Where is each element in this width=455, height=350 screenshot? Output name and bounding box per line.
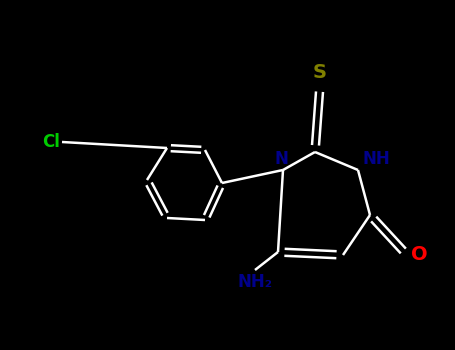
Text: S: S	[313, 63, 327, 82]
Text: NH₂: NH₂	[238, 273, 273, 291]
Text: O: O	[411, 245, 428, 265]
Text: Cl: Cl	[42, 133, 60, 151]
Text: NH: NH	[362, 150, 390, 168]
Text: N: N	[274, 150, 288, 168]
